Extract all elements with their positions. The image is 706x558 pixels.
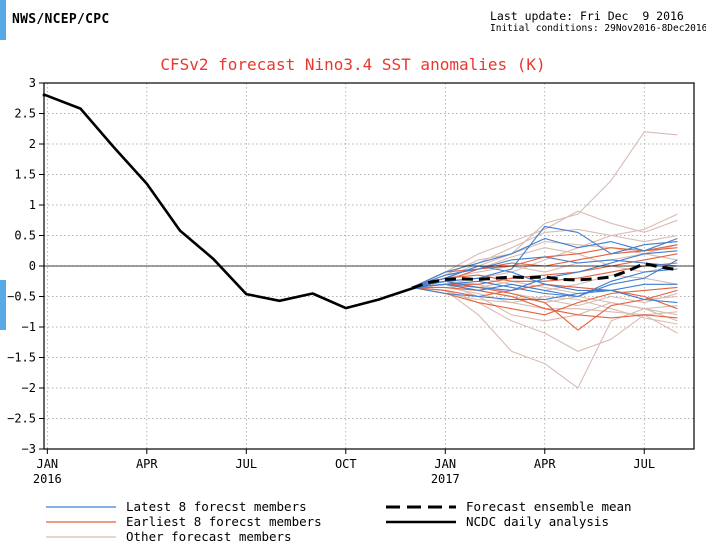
chart-title: CFSv2 forecast Nino3.4 SST anomalies (K) [160, 55, 546, 74]
y-tick-label: 1 [29, 198, 36, 212]
legend-label-observed: NCDC daily analysis [466, 514, 609, 529]
legend-label-mean: Forecast ensemble mean [466, 499, 632, 514]
other-member-line-10 [411, 253, 678, 288]
x-tick-label: JAN [36, 457, 58, 471]
y-tick-label: −0.5 [7, 290, 36, 304]
other-member-line-13 [412, 286, 678, 325]
y-tick-label: −2.5 [7, 412, 36, 426]
y-tick-label: −1.5 [7, 351, 36, 365]
x-tick-year-label: 2017 [431, 472, 460, 486]
legend-label-other: Other forecast members [126, 529, 292, 544]
x-tick-label: JAN [434, 457, 456, 471]
latest-member-line-8 [412, 268, 678, 298]
latest-member-line-4 [412, 283, 678, 301]
grid-lines [44, 83, 694, 449]
x-tick-year-label: 2016 [33, 472, 62, 486]
legend-label-earliest: Earliest 8 forecst members [126, 514, 322, 529]
agency-label: NWS/NCEP/CPC [12, 12, 110, 27]
y-tick-label: 0 [29, 259, 36, 273]
latest-member-line-7 [412, 250, 678, 291]
legend-label-latest: Latest 8 forecst members [126, 499, 307, 514]
left-edge-accent-top [0, 0, 6, 40]
ensemble-mean-line [411, 262, 678, 290]
y-tick-label: −1 [22, 320, 36, 334]
other-member-line-3 [412, 286, 678, 389]
y-tick-label: 1.5 [14, 168, 36, 182]
x-tick-label: JUL [633, 457, 655, 471]
y-tick-label: 0.5 [14, 229, 36, 243]
x-tick-label: JUL [235, 457, 257, 471]
other-members-series [411, 131, 678, 389]
legend: Latest 8 forecst members Earliest 8 fore… [46, 499, 632, 544]
earliest-member-line-6 [412, 286, 678, 316]
left-edge-accent-mid [0, 280, 6, 330]
latest-member-line-5 [411, 256, 678, 288]
y-tick-label: −2 [22, 381, 36, 395]
latest-members-series [411, 225, 678, 304]
earliest-member-line-2 [412, 286, 678, 319]
y-tick-label: −3 [22, 442, 36, 456]
x-tick-label: OCT [335, 457, 357, 471]
observed-analysis-line [42, 93, 416, 310]
x-tick-label: APR [136, 457, 158, 471]
last-update-text: Last update: Fri Dec 9 2016 [490, 9, 684, 23]
y-tick-label: 2 [29, 137, 36, 151]
initial-conditions-text: Initial conditions: 29Nov2016-8Dec2016 [490, 23, 706, 34]
y-tick-label: 2.5 [14, 107, 36, 121]
x-tick-label: APR [534, 457, 556, 471]
latest-member-line-2 [412, 225, 678, 288]
y-axis: 3 2.5 2 1.5 1 0.5 0 −0.5 −1 −1.5 −2 −2.5 −3 [7, 76, 44, 456]
earliest-member-line-3 [412, 283, 678, 331]
y-tick-label: 3 [29, 76, 36, 90]
latest-member-line-6 [411, 265, 678, 304]
